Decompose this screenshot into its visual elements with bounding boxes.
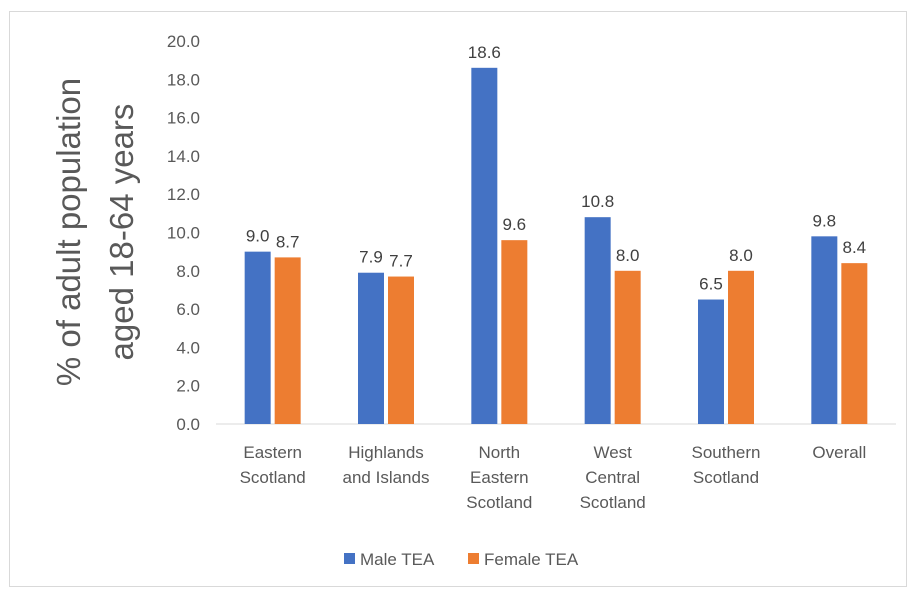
bar-female-tea [614,270,641,424]
category-label: Scotland [693,468,759,487]
y-tick-label: 14.0 [167,147,200,166]
data-label: 9.8 [813,211,837,230]
bar-male-tea [358,272,384,424]
y-axis-label: % of adult population aged 18-64 years [50,78,140,386]
y-tick-label: 0.0 [176,415,200,434]
y-tick-label: 18.0 [167,70,200,89]
y-tick-label: 2.0 [176,377,200,396]
legend-label: Male TEA [360,550,435,569]
category-label: Southern [692,443,761,462]
y-tick-label: 8.0 [176,262,200,281]
y-tick-label: 4.0 [176,338,200,357]
data-label: 9.6 [503,215,527,234]
category-label: Highlands [348,443,424,462]
category-label: Scotland [240,468,306,487]
bar-female-tea [501,240,528,424]
category-label: Eastern [470,468,529,487]
data-label: 6.5 [699,275,723,294]
data-label: 7.7 [389,252,413,271]
category-label: Eastern [243,443,302,462]
category-label: West [593,443,632,462]
y-axis-title-line: aged 18-64 years [103,104,140,361]
category-label: Overall [812,443,866,462]
chart-frame [9,11,907,587]
y-tick-label: 12.0 [167,185,200,204]
legend: Male TEA Female TEA [344,550,579,569]
data-label: 8.0 [616,246,640,265]
y-axis-title-line: % of adult population [50,78,87,386]
bar-female-tea [388,276,414,424]
y-tick-label: 16.0 [167,109,200,128]
bar-male-tea [471,67,498,424]
y-tick-label: 20.0 [167,32,200,51]
category-label: Scotland [466,493,532,512]
bar-male-tea [584,217,611,424]
data-label: 9.0 [246,227,270,246]
y-tick-label: 10.0 [167,224,200,243]
data-label: 7.9 [359,248,383,267]
bar-male-tea [811,236,838,424]
legend-swatch [468,553,479,564]
bar-male-tea [244,251,271,424]
data-label: 8.4 [843,238,867,257]
category-label: North [479,443,521,462]
bars [244,67,868,424]
bar-female-tea [841,263,868,424]
legend-swatch [344,553,355,564]
y-axis-ticks: 0.0 2.0 4.0 6.0 8.0 10.0 12.0 14.0 16.0 18.0 20.0 [167,32,200,434]
category-label: Central [585,468,640,487]
bar-female-tea [728,270,754,424]
data-labels: 9.0 8.7 7.9 7.7 18.6 9.6 10.8 8.0 6.5 8.0 9.8 8.4 [246,43,866,294]
category-label: Scotland [580,493,646,512]
data-label: 10.8 [581,192,614,211]
legend-label: Female TEA [484,550,579,569]
bar-male-tea [698,299,724,424]
data-label: 8.0 [729,246,753,265]
bar-female-tea [274,257,301,424]
data-label: 18.6 [468,43,501,62]
category-label: and Islands [343,468,430,487]
category-labels: Eastern Scotland Highlands and Islands North… [240,443,867,512]
y-tick-label: 6.0 [176,300,200,319]
data-label: 8.7 [276,232,300,251]
